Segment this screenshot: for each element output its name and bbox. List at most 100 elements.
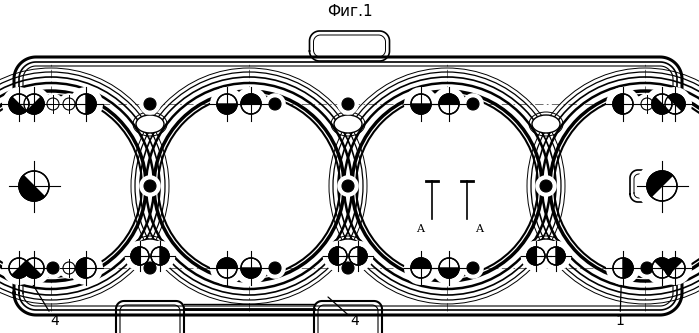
Circle shape [42, 257, 64, 279]
Polygon shape [24, 261, 41, 278]
Circle shape [554, 95, 699, 277]
Polygon shape [623, 258, 633, 278]
Circle shape [613, 94, 633, 114]
Polygon shape [19, 175, 45, 201]
Polygon shape [527, 247, 536, 265]
Circle shape [217, 258, 237, 278]
Circle shape [47, 262, 59, 274]
Circle shape [411, 258, 431, 278]
Circle shape [432, 251, 466, 285]
Polygon shape [14, 57, 682, 315]
Circle shape [17, 251, 51, 285]
Polygon shape [329, 247, 338, 265]
Circle shape [264, 93, 286, 115]
Circle shape [158, 95, 340, 277]
Circle shape [636, 257, 658, 279]
Circle shape [210, 251, 244, 285]
Polygon shape [12, 261, 29, 278]
Circle shape [234, 251, 268, 285]
Circle shape [636, 93, 658, 115]
Circle shape [637, 161, 688, 211]
Circle shape [69, 87, 103, 121]
Polygon shape [556, 247, 565, 265]
Polygon shape [655, 258, 672, 275]
Polygon shape [668, 94, 685, 111]
Circle shape [652, 94, 672, 114]
Ellipse shape [136, 115, 164, 133]
Text: 1: 1 [616, 260, 624, 328]
Circle shape [658, 251, 692, 285]
Polygon shape [27, 97, 44, 114]
Polygon shape [439, 94, 459, 104]
Polygon shape [630, 170, 668, 202]
Circle shape [329, 247, 347, 265]
Circle shape [241, 258, 261, 278]
Circle shape [665, 94, 685, 114]
Circle shape [241, 94, 261, 114]
Circle shape [658, 87, 692, 121]
Polygon shape [217, 258, 237, 268]
Circle shape [462, 93, 484, 115]
Ellipse shape [532, 115, 560, 133]
Text: A: A [416, 224, 424, 234]
Polygon shape [411, 104, 431, 114]
Circle shape [521, 241, 552, 271]
Circle shape [139, 93, 161, 115]
Circle shape [9, 94, 29, 114]
Polygon shape [652, 97, 669, 114]
Text: A: A [475, 224, 483, 234]
Circle shape [541, 241, 571, 271]
Circle shape [342, 98, 354, 110]
Circle shape [439, 94, 459, 114]
Circle shape [69, 251, 103, 285]
Circle shape [404, 251, 438, 285]
Circle shape [76, 94, 96, 114]
Circle shape [323, 241, 353, 271]
Polygon shape [160, 247, 169, 265]
Polygon shape [86, 94, 96, 114]
Circle shape [645, 87, 679, 121]
Circle shape [613, 258, 633, 278]
Polygon shape [310, 31, 389, 61]
Circle shape [641, 98, 653, 110]
Polygon shape [665, 258, 682, 275]
Circle shape [337, 175, 359, 197]
Circle shape [8, 161, 59, 211]
Circle shape [606, 251, 640, 285]
Circle shape [356, 95, 538, 277]
Circle shape [2, 87, 36, 121]
Circle shape [652, 258, 672, 278]
Circle shape [337, 257, 359, 279]
Circle shape [665, 258, 685, 278]
Text: 4: 4 [21, 265, 59, 328]
Polygon shape [241, 94, 261, 104]
Circle shape [540, 180, 552, 192]
Polygon shape [411, 258, 431, 268]
Circle shape [58, 93, 80, 115]
Polygon shape [241, 268, 261, 278]
Circle shape [24, 94, 44, 114]
Circle shape [47, 98, 59, 110]
Polygon shape [647, 171, 672, 196]
Circle shape [462, 257, 484, 279]
Polygon shape [358, 247, 367, 265]
Circle shape [439, 258, 459, 278]
Circle shape [144, 180, 156, 192]
Ellipse shape [532, 239, 560, 257]
Circle shape [647, 171, 677, 201]
Polygon shape [217, 104, 237, 114]
Circle shape [76, 258, 96, 278]
Circle shape [269, 262, 281, 274]
Circle shape [432, 87, 466, 121]
Circle shape [606, 87, 640, 121]
Circle shape [217, 94, 237, 114]
Circle shape [63, 262, 75, 274]
Polygon shape [116, 301, 184, 333]
Ellipse shape [334, 115, 362, 133]
Circle shape [144, 262, 156, 274]
Polygon shape [9, 97, 26, 114]
Circle shape [264, 257, 286, 279]
Circle shape [19, 171, 49, 201]
Circle shape [145, 241, 175, 271]
Polygon shape [314, 301, 382, 333]
